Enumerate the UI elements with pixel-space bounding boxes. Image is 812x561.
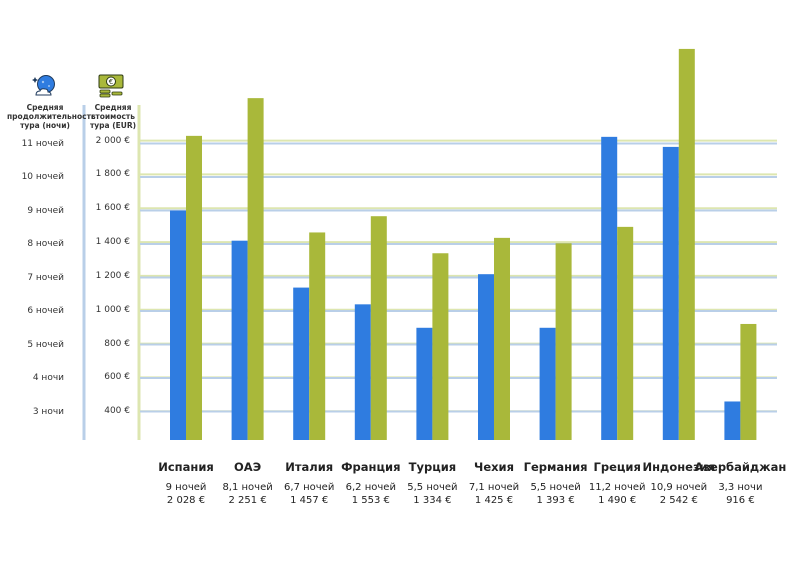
nights-bar (231, 240, 248, 440)
cost-tick-label: 1 000 € (95, 304, 130, 315)
nights-value-label: 3,3 ночи (718, 482, 763, 493)
nights-bar (354, 304, 371, 440)
nights-tick-label: 7 ночей (27, 272, 64, 283)
nights-value-label: 10,9 ночей (650, 482, 708, 493)
cost-value-label: 2 542 € (659, 495, 698, 506)
cost-bar (678, 48, 695, 440)
cost-tick-label: 1 600 € (95, 203, 130, 214)
cost-axis-header: Средняя стоимость тура (EUR) (85, 103, 141, 130)
cost-value-label: 1 490 € (598, 495, 637, 506)
cost-header-line3: тура (EUR) (89, 121, 137, 130)
money-euro-icon: € (98, 74, 124, 98)
cost-header-line2: стоимость (90, 112, 136, 121)
category-label: Италия (285, 460, 334, 474)
cost-tick-label: 800 € (104, 338, 130, 349)
nights-bar (478, 274, 494, 440)
nights-value-label: 8,1 ночей (222, 482, 273, 493)
nights-tick-label: 5 ночей (27, 339, 64, 350)
nights-value-label: 5,5 ночей (407, 482, 458, 493)
cost-header-line1: Средняя (94, 103, 132, 112)
cost-value-label: 1 553 € (351, 495, 390, 506)
cost-bar (494, 237, 510, 440)
cost-bar (432, 253, 449, 440)
cost-value-label: 916 € (726, 495, 755, 506)
cost-value-label: 1 334 € (413, 495, 452, 506)
cost-tick-label: 400 € (104, 406, 130, 417)
nights-header-line1: Средняя (26, 103, 64, 112)
category-label: Франция (341, 460, 401, 474)
category-label: Чехия (474, 460, 514, 474)
nights-header-line2: продолжительность (7, 112, 96, 121)
nights-bar (662, 146, 679, 440)
nights-bar (601, 136, 618, 440)
cost-bar (555, 243, 572, 440)
nights-value-label: 7,1 ночей (468, 482, 520, 493)
nights-tick-label: 10 ночей (21, 172, 64, 183)
category-label: Индонезия (642, 460, 716, 474)
category-label: ОАЭ (234, 460, 262, 474)
cost-tick-label: 1 200 € (95, 270, 130, 281)
nights-tick-label: 8 ночей (27, 239, 64, 250)
cost-bar (740, 323, 757, 440)
nights-bar (416, 327, 433, 440)
nights-value-label: 9 ночей (165, 482, 207, 493)
nights-value-label: 11,2 ночей (588, 482, 646, 493)
cost-value-label: 2 028 € (166, 495, 206, 506)
nights-tick-label: 9 ночей (27, 205, 64, 216)
nights-bar (293, 287, 310, 440)
cost-value-label: 1 457 € (290, 495, 329, 506)
category-label: Германия (523, 460, 588, 474)
cost-tick-label: 1 400 € (95, 237, 130, 248)
cost-bar (617, 226, 634, 440)
svg-text:€: € (109, 78, 113, 86)
cost-value-label: 1 425 € (474, 495, 514, 506)
nights-value-label: 6,7 ночей (284, 482, 335, 493)
nights-tick-label: 3 ночи (32, 406, 64, 417)
nights-bar (539, 327, 556, 440)
nights-value-label: 6,2 ночей (345, 482, 396, 493)
nights-header-line3: тура (ночи) (20, 121, 70, 130)
cost-value-label: 2 251 € (228, 495, 267, 506)
category-label: Греция (593, 460, 641, 474)
nights-value-label: 5,5 ночей (530, 482, 581, 493)
nights-axis-header: Средняя продолжительность тура (ночи) (7, 103, 96, 130)
nights-bar (170, 210, 186, 440)
nights-bar (724, 401, 741, 440)
cost-tick-label: 2 000 € (95, 135, 130, 146)
cost-tick-label: 1 800 € (95, 169, 130, 180)
cost-bar (370, 216, 387, 440)
cost-bar (186, 135, 202, 440)
cost-value-label: 1 393 € (536, 495, 575, 506)
category-label: Испания (158, 460, 214, 474)
category-label: Турция (408, 460, 457, 474)
cost-bar (309, 232, 326, 440)
nights-tick-label: 11 ночей (21, 138, 64, 149)
nights-tick-label: 4 ночи (32, 373, 64, 384)
nights-tick-label: 6 ночей (27, 306, 64, 317)
cost-tick-label: 600 € (104, 372, 130, 383)
globe-night-icon (32, 75, 55, 96)
cost-bar (247, 98, 264, 440)
category-label: Азербайджан (694, 460, 787, 474)
